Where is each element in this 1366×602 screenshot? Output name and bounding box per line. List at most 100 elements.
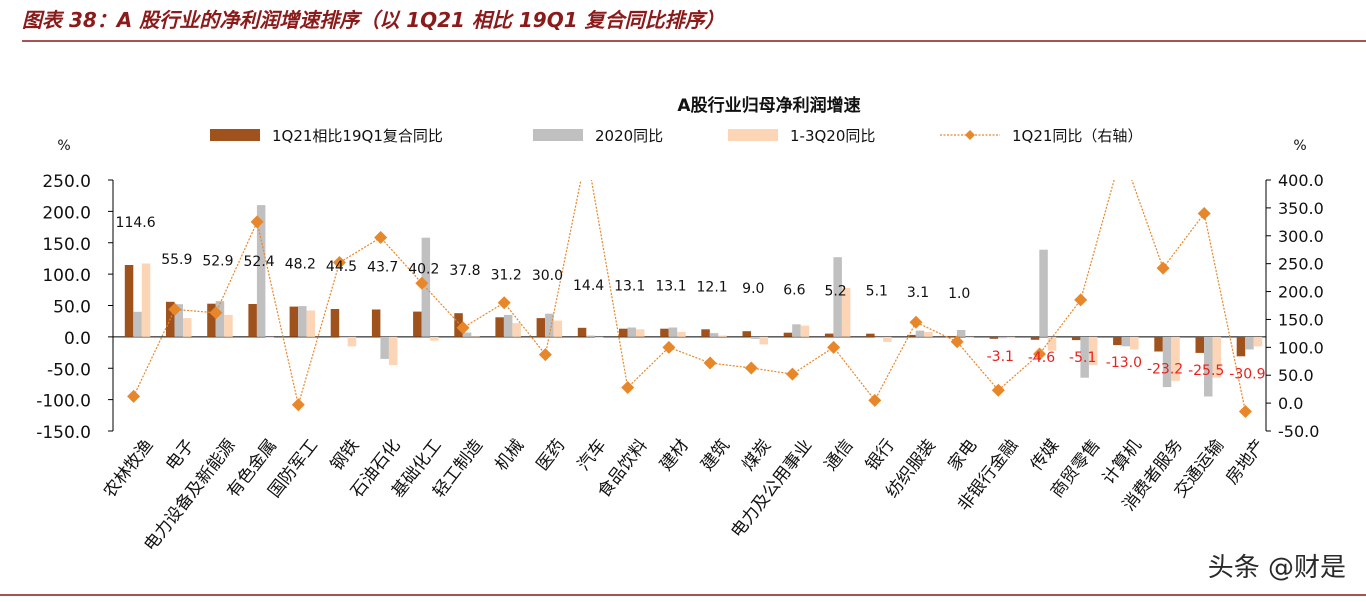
bar-1-3q20-yoy — [265, 336, 274, 338]
bar-1q21-vs-19q1 — [248, 304, 257, 337]
bar-1q21-vs-19q1 — [660, 328, 669, 337]
line-point — [332, 256, 346, 270]
bar-1q21-vs-19q1 — [1236, 336, 1246, 357]
chart-title: A股行业归母净利润增速 — [677, 95, 860, 116]
bar-2020-yoy — [215, 301, 225, 337]
bar-1q21-vs-19q1 — [371, 309, 381, 337]
left-axis-ticks: 250.0 200.0 150.0 100.0 50.0 0.0 -50.0 -100.0 -1… — [36, 172, 113, 443]
data-label: -23.2 — [1147, 361, 1183, 377]
bar-1-3q20-yoy — [306, 310, 316, 337]
bar-1q21-vs-19q1 — [207, 303, 216, 337]
bar-2020-yoy — [1162, 336, 1172, 388]
bar-2020-yoy — [627, 327, 636, 337]
data-label: 30.0 — [532, 268, 563, 284]
right-tick-label: 150.0 — [1278, 310, 1324, 329]
bar-1q21-vs-19q1 — [1071, 336, 1081, 341]
bar-2020-yoy — [1204, 336, 1213, 397]
bar-1q21-vs-19q1 — [536, 318, 546, 337]
bar-1q21-vs-19q1 — [1154, 336, 1163, 352]
category-label: 煤炭 — [739, 436, 776, 475]
right-tick-label: 200.0 — [1278, 283, 1324, 302]
bar-1q21-vs-19q1 — [1113, 336, 1122, 346]
line-point — [250, 215, 264, 229]
data-label: 44.5 — [326, 259, 357, 275]
line-1q21-yoy — [133, 180, 1246, 412]
data-label: 13.1 — [614, 279, 645, 295]
bar-1-3q20-yoy — [841, 287, 851, 337]
bar-1q21-vs-19q1 — [1195, 336, 1204, 353]
bar-1-3q20-yoy — [512, 323, 521, 337]
line-point — [744, 361, 758, 375]
bars — [124, 205, 1263, 397]
bar-1q21-vs-19q1 — [701, 329, 710, 337]
right-tick-label: 100.0 — [1278, 338, 1324, 357]
left-tick-label: 200.0 — [42, 203, 91, 223]
category-label: 通信 — [821, 436, 858, 475]
bar-1q21-vs-19q1 — [577, 327, 587, 337]
bar-1-3q20-yoy — [594, 336, 604, 338]
line-point — [991, 383, 1005, 397]
bar-1q21-vs-19q1 — [289, 306, 299, 337]
bar-1-3q20-yoy — [347, 336, 357, 347]
legend-marker — [965, 130, 975, 140]
axes — [112, 180, 1267, 431]
bar-1-3q20-yoy — [718, 335, 727, 337]
line-point — [127, 389, 141, 403]
category-label: 汽车 — [574, 436, 611, 475]
category-label: 房地产 — [1222, 436, 1269, 489]
legend-label: 1Q21同比（右轴） — [1012, 127, 1142, 145]
bar-1-3q20-yoy — [1006, 336, 1016, 339]
bar-1q21-vs-19q1 — [907, 334, 916, 337]
bar-1-3q20-yoy — [883, 336, 892, 342]
legend-swatch — [728, 129, 778, 141]
bar-2020-yoy — [545, 313, 554, 337]
line-point — [785, 367, 799, 381]
line-point — [909, 315, 923, 329]
bar-2020-yoy — [1245, 336, 1254, 350]
bar-1-3q20-yoy — [1171, 336, 1180, 381]
bar-2020-yoy — [668, 327, 678, 337]
bar-2020-yoy — [1121, 336, 1131, 347]
category-label: 传媒 — [1027, 436, 1064, 475]
line-point — [1033, 347, 1047, 361]
bar-1q21-vs-19q1 — [330, 309, 340, 337]
bar-1q21-vs-19q1 — [989, 336, 999, 339]
line-point — [703, 356, 717, 370]
legend-swatch — [533, 129, 583, 141]
data-label: 114.6 — [116, 215, 156, 231]
line-point — [456, 321, 470, 335]
data-label: 43.7 — [367, 260, 398, 276]
bar-2020-yoy — [709, 333, 719, 337]
left-axis-unit: % — [57, 138, 70, 154]
category-label: 钢铁 — [327, 436, 364, 475]
bar-1-3q20-yoy — [759, 336, 768, 345]
category-label: 电子 — [162, 436, 199, 475]
left-tick-label: 100.0 — [42, 266, 91, 286]
line-point — [374, 230, 388, 244]
bar-2020-yoy — [586, 335, 595, 337]
category-label: 机械 — [491, 436, 528, 475]
bar-1-3q20-yoy — [388, 336, 398, 366]
data-label: -25.5 — [1188, 363, 1224, 379]
right-axis-unit: % — [1293, 138, 1306, 154]
bar-2020-yoy — [833, 257, 842, 337]
bar-1-3q20-yoy — [1253, 336, 1263, 347]
left-tick-label: 0.0 — [64, 329, 91, 349]
data-label: 1.0 — [948, 286, 970, 302]
bar-1-3q20-yoy — [1130, 336, 1139, 350]
bar-1-3q20-yoy — [141, 263, 151, 337]
legend: 1Q21相比19Q1复合同比 2020同比 1-3Q20同比 1Q21同比（右轴） — [210, 127, 1142, 145]
data-label: -4.6 — [1028, 350, 1055, 366]
line-point — [1074, 293, 1088, 307]
legend-label: 1Q21相比19Q1复合同比 — [272, 127, 443, 145]
bar-2020-yoy — [339, 336, 348, 338]
bar-1-3q20-yoy — [636, 329, 645, 337]
data-label: -13.0 — [1106, 355, 1142, 371]
right-tick-label: 300.0 — [1278, 227, 1324, 246]
bar-1q21-vs-19q1 — [1030, 336, 1040, 340]
line-point — [1238, 404, 1252, 418]
bar-1-3q20-yoy — [924, 331, 933, 337]
line-point — [291, 398, 305, 412]
right-tick-label: 250.0 — [1278, 255, 1324, 274]
